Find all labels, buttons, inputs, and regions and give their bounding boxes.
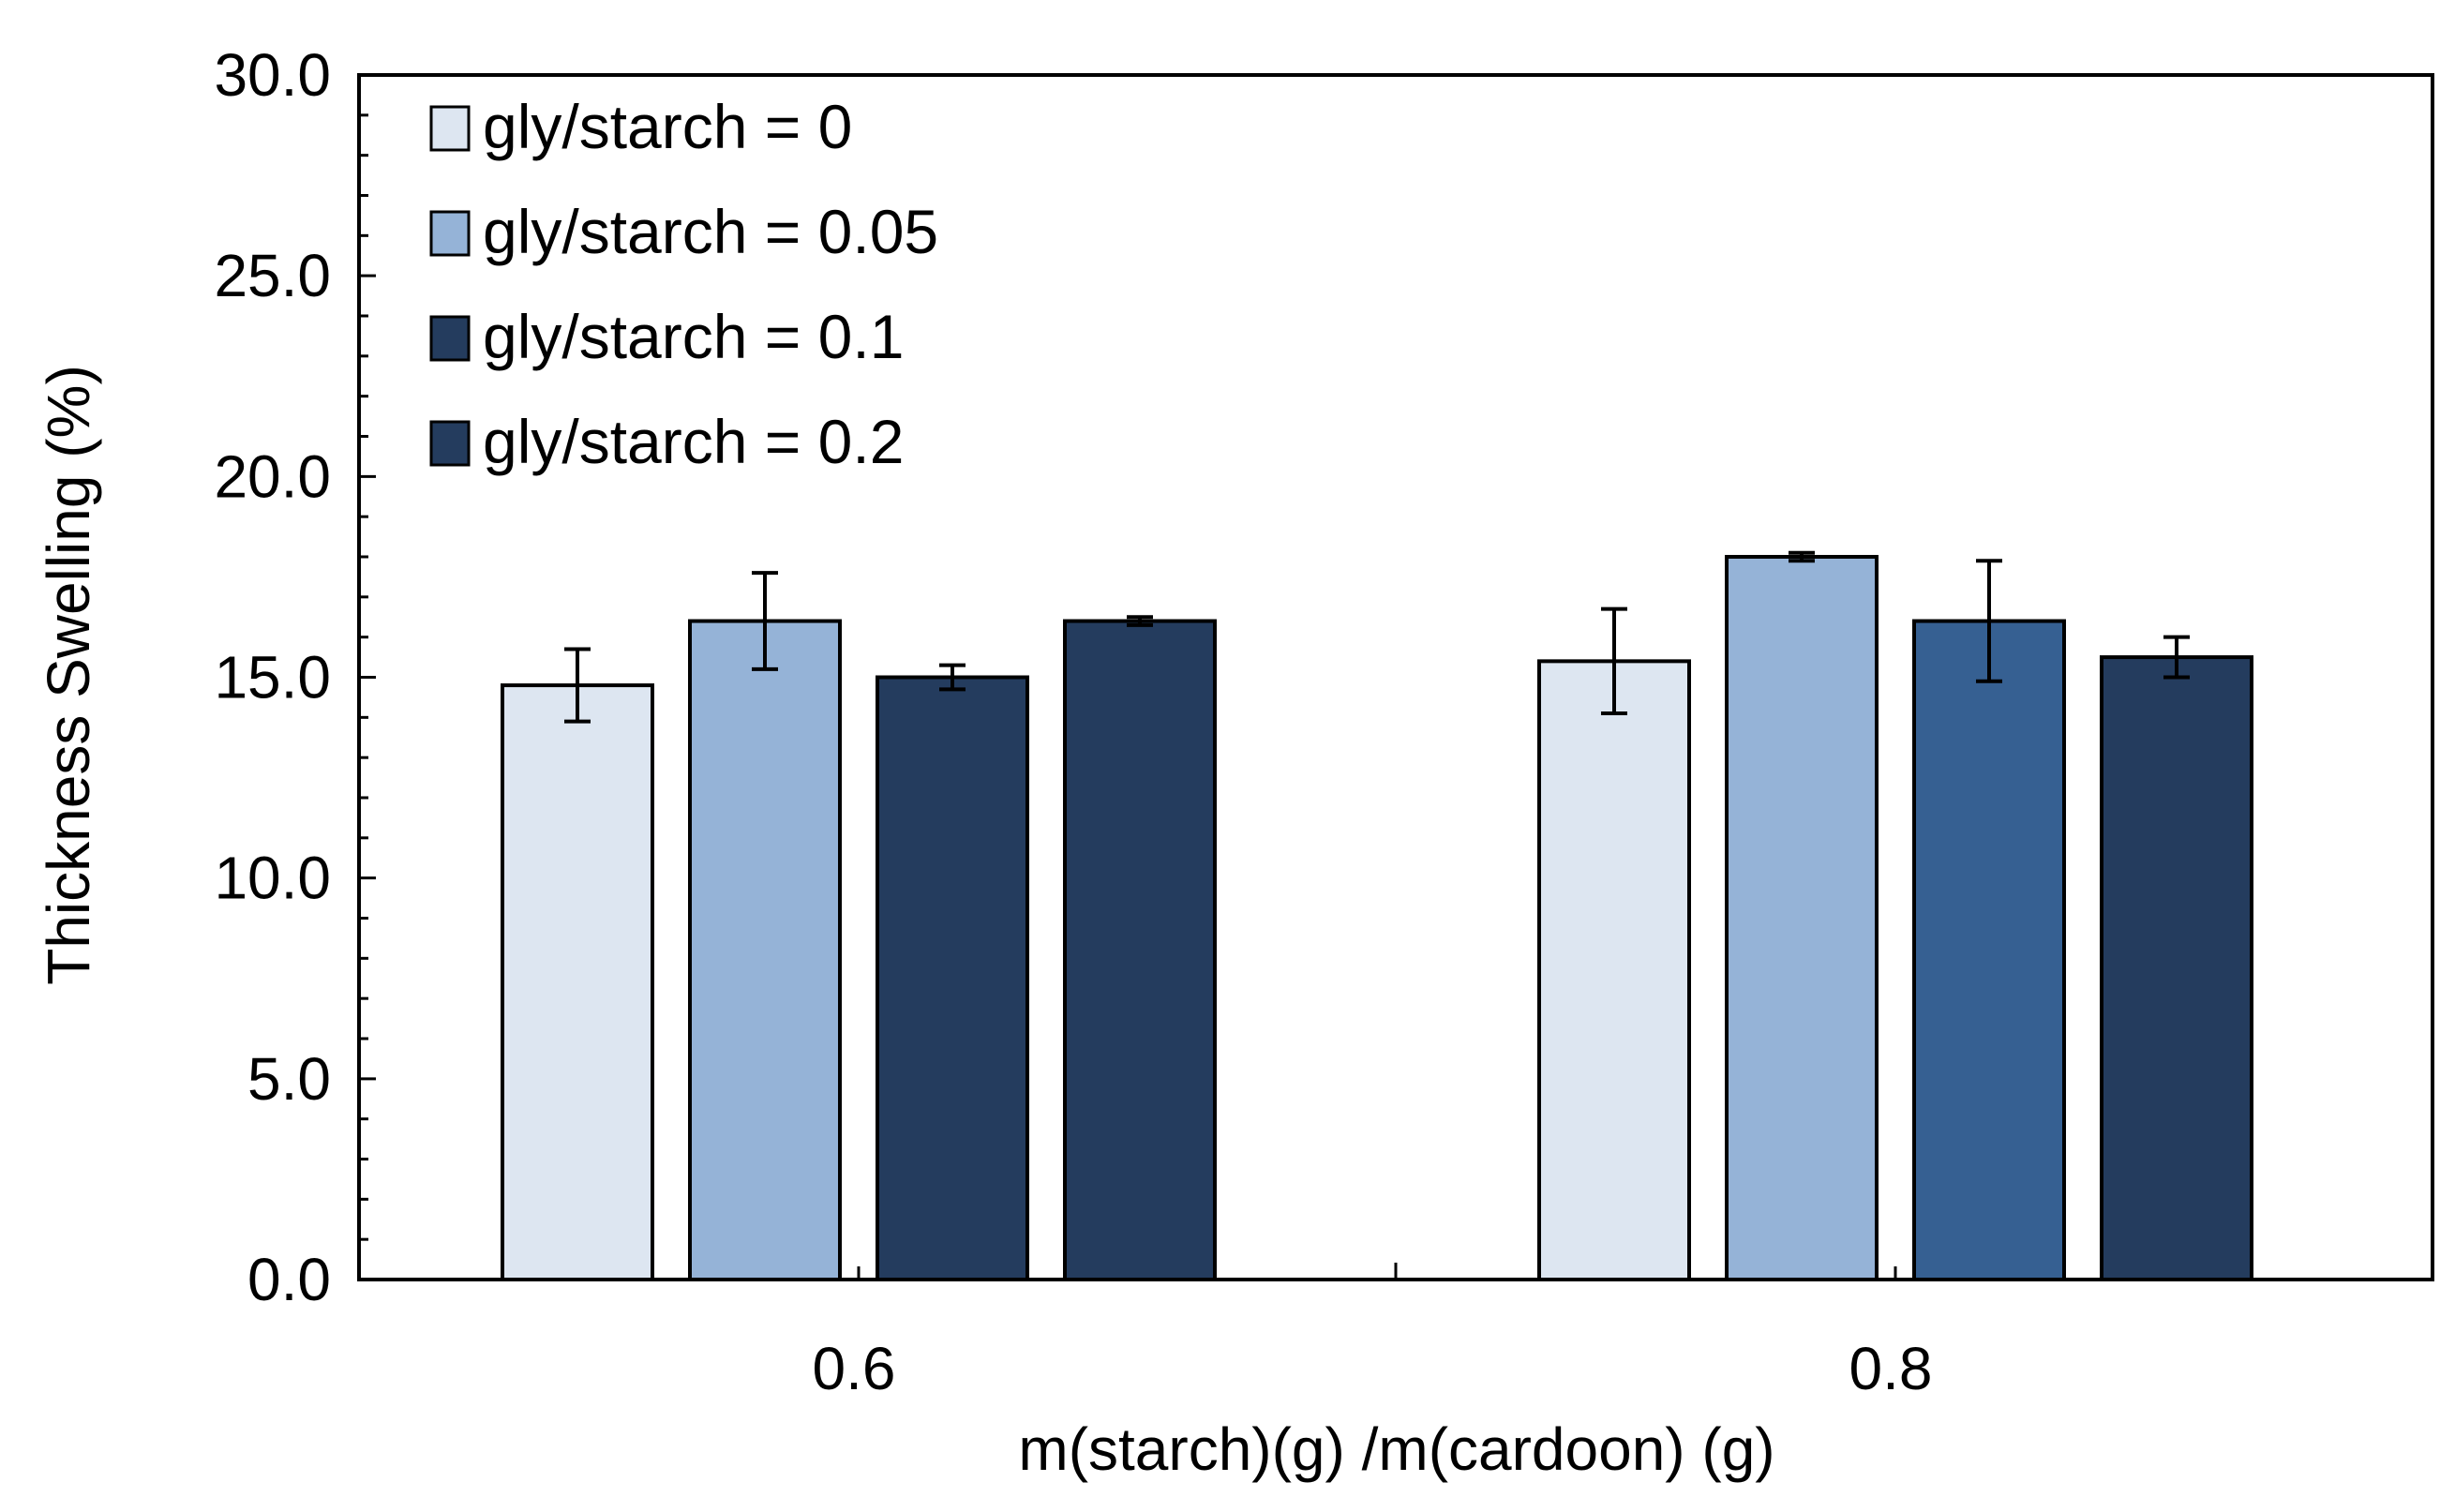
legend-label: gly/starch = 0.1 [483, 302, 904, 371]
y-tick-label: 10.0 [214, 845, 331, 912]
y-tick-label: 15.0 [214, 644, 331, 711]
error-bars [564, 550, 2190, 724]
y-tick-label: 20.0 [214, 442, 331, 510]
legend-label: gly/starch = 0 [483, 92, 852, 161]
y-tick-label: 0.0 [247, 1246, 331, 1313]
y-tick-label: 25.0 [214, 242, 331, 309]
x-tick-labels: 0.6 0.8 [813, 1335, 1933, 1402]
y-axis-title: Thickness Swelling (%) [35, 365, 102, 985]
y-tick-label: 5.0 [247, 1045, 331, 1113]
bar [1537, 659, 1691, 1281]
bar [876, 675, 1029, 1281]
bar [1063, 619, 1217, 1281]
legend-swatch [429, 315, 471, 362]
bar [688, 619, 842, 1281]
x-tick-label: 0.8 [1849, 1335, 1933, 1402]
legend-label: gly/starch = 0.2 [483, 407, 904, 476]
legend-label: gly/starch = 0.05 [483, 197, 938, 266]
bars [501, 555, 2253, 1281]
x-tick-label: 0.6 [813, 1335, 896, 1402]
plot-frame [357, 73, 2434, 1281]
bar [501, 683, 654, 1281]
bar [1725, 555, 1879, 1281]
bar [1912, 619, 2066, 1281]
y-tick-label: 30.0 [214, 41, 331, 109]
legend: gly/starch = 0 gly/starch = 0.05 gly/starc… [429, 92, 938, 476]
legend-swatch [429, 105, 471, 152]
legend-swatch [429, 210, 471, 257]
x-axis-title: m(starch)(g) /m(cardoon) (g) [1018, 1415, 1774, 1483]
bar [2100, 655, 2253, 1281]
legend-swatch [429, 420, 471, 467]
y-tick-labels: 0.0 5.0 10.0 15.0 20.0 25.0 30.0 [214, 41, 331, 1313]
